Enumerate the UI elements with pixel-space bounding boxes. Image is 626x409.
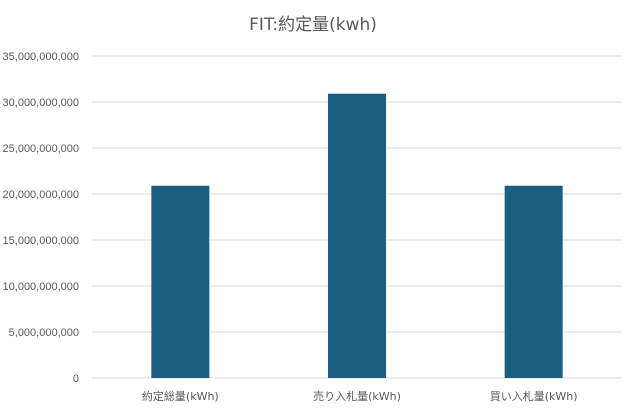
bar [504,185,563,378]
x-category-label: 約定総量(kWh) [142,389,219,403]
y-tick-label: 20,000,000,000 [3,189,79,201]
chart-title: FIT:約定量(kwh) [249,15,377,35]
y-tick-label: 35,000,000,000 [3,51,79,63]
bar [151,185,210,378]
y-tick-label: 10,000,000,000 [3,281,79,293]
x-category-label: 買い入札量(kWh) [490,390,578,403]
y-tick-label: 5,000,000,000 [9,327,79,339]
y-tick-label: 15,000,000,000 [3,235,79,247]
bar [328,93,386,378]
y-tick-label: 25,000,000,000 [3,143,79,155]
y-tick-label: 30,000,000,000 [3,97,79,109]
y-tick-label: 0 [73,373,79,385]
x-category-label: 売り入札量(kWh) [313,390,401,403]
